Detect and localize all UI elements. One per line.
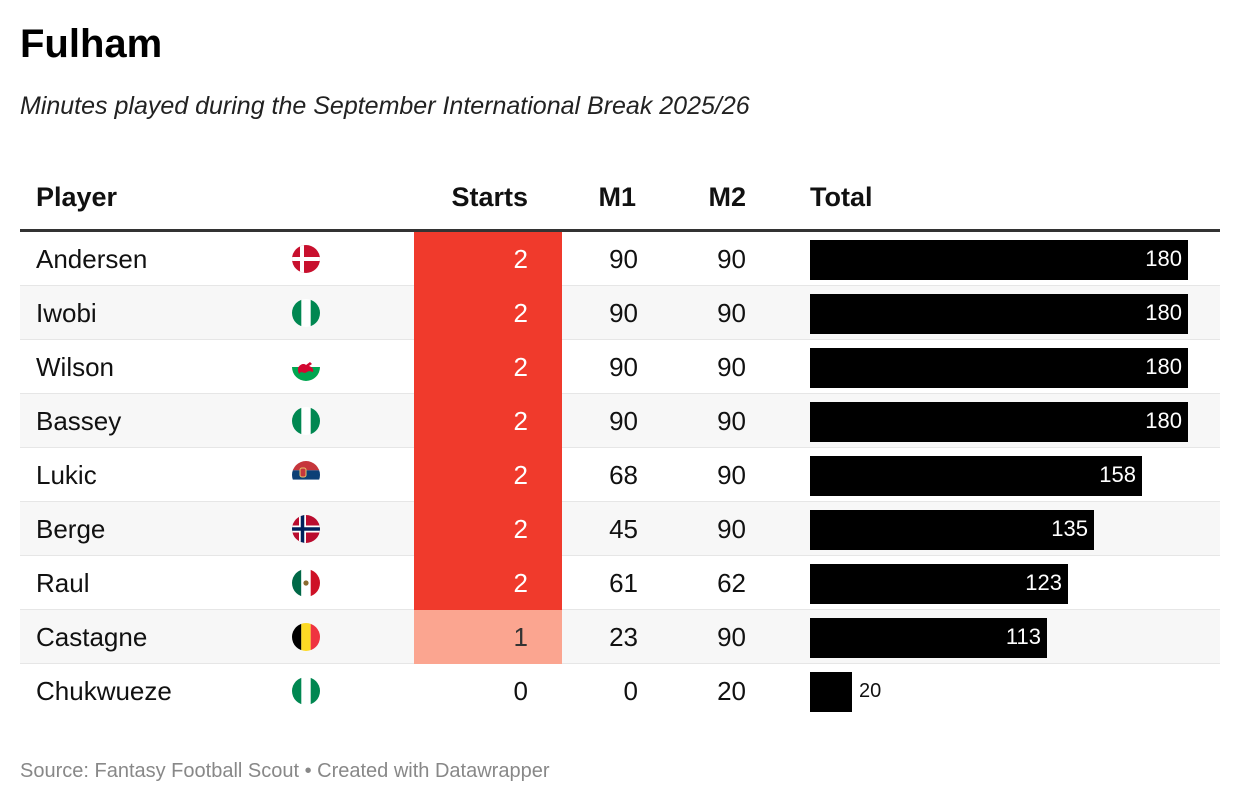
player-name: Castagne (36, 622, 148, 652)
m2-cell: 90 (717, 298, 746, 328)
player-name: Lukic (36, 460, 97, 490)
table-row: Berge 2 45 90 135 (20, 502, 1220, 556)
total-bar (810, 618, 1047, 658)
starts-cell: 1 (414, 610, 562, 664)
total-label: 113 (1005, 624, 1041, 649)
header-total: Total (810, 182, 873, 212)
m2-cell: 90 (717, 622, 746, 652)
m2-cell: 90 (717, 352, 746, 382)
m1-cell: 0 (623, 676, 638, 706)
total-bar (810, 240, 1188, 280)
header-m1: M1 (598, 182, 636, 212)
table-row: Raul 2 61 62 123 (20, 556, 1220, 610)
m2-cell: 62 (717, 568, 746, 598)
m1-cell: 90 (609, 298, 638, 328)
player-name: Berge (36, 514, 106, 544)
m2-cell: 90 (717, 460, 746, 490)
header-player: Player (36, 182, 118, 212)
m2-cell: 90 (717, 514, 746, 544)
total-bar (810, 348, 1188, 388)
total-label: 123 (1025, 570, 1062, 595)
total-label: 180 (1145, 354, 1182, 379)
source-note: Source: Fantasy Football Scout • Created… (20, 760, 550, 782)
starts-cell: 2 (414, 286, 562, 340)
m2-cell: 90 (717, 244, 746, 274)
m1-cell: 90 (609, 352, 638, 382)
table-row: Iwobi 2 90 90 180 (20, 286, 1220, 340)
starts-cell: 0 (414, 664, 562, 718)
player-name: Andersen (36, 244, 148, 274)
serbia-flag-icon (292, 461, 320, 489)
table-header: Player Starts M1 M2 Total (20, 170, 1220, 232)
m1-cell: 90 (609, 406, 638, 436)
m1-cell: 23 (609, 622, 638, 652)
chart-title: Fulham (20, 22, 163, 66)
m1-cell: 90 (609, 244, 638, 274)
total-bar (810, 672, 852, 712)
total-label: 158 (1099, 462, 1136, 487)
nigeria-flag-icon (292, 407, 320, 435)
m1-cell: 45 (609, 514, 638, 544)
table-row: Lukic 2 68 90 158 (20, 448, 1220, 502)
total-bar (810, 456, 1142, 496)
header-m2: M2 (708, 182, 746, 212)
header-starts: Starts (451, 182, 528, 212)
starts-cell: 2 (414, 340, 562, 394)
norway-flag-icon (292, 515, 320, 543)
player-name: Wilson (36, 352, 115, 382)
starts-cell: 2 (414, 502, 562, 556)
table-row: Bassey 2 90 90 180 (20, 394, 1220, 448)
total-bar (810, 402, 1188, 442)
player-name: Iwobi (36, 298, 97, 328)
minutes-table: Player Starts M1 M2 Total Andersen 2 90 90 1… (20, 170, 1220, 718)
total-bar (810, 510, 1094, 550)
mexico-flag-icon (292, 569, 320, 597)
m1-cell: 61 (609, 568, 638, 598)
starts-cell: 2 (414, 556, 562, 610)
starts-cell: 2 (414, 394, 562, 448)
player-name: Chukwueze (36, 676, 172, 706)
total-label: 180 (1145, 300, 1182, 325)
player-name: Bassey (36, 406, 122, 436)
table-row: Andersen 2 90 90 180 (20, 232, 1220, 286)
total-label: 135 (1051, 516, 1088, 541)
starts-cell: 2 (414, 232, 562, 286)
table-body: Andersen 2 90 90 180 Iwobi 2 90 90 180 Wilson 2 90 90… (20, 232, 1220, 718)
starts-cell: 2 (414, 448, 562, 502)
m2-cell: 90 (717, 406, 746, 436)
total-bar (810, 294, 1188, 334)
player-name: Raul (36, 568, 90, 598)
total-label: 180 (1145, 408, 1182, 433)
chart-subtitle: Minutes played during the September Inte… (20, 92, 750, 120)
table-row: Wilson 2 90 90 180 (20, 340, 1220, 394)
m1-cell: 68 (609, 460, 638, 490)
wales-flag-icon (292, 353, 320, 381)
table-row: Castagne 1 23 90 113 (20, 610, 1220, 664)
table-row: Chukwueze 0 0 20 20 (20, 664, 1220, 718)
nigeria-flag-icon (292, 677, 320, 705)
belgium-flag-icon (292, 623, 320, 651)
m2-cell: 20 (717, 676, 746, 706)
total-label: 20 (859, 680, 882, 702)
denmark-flag-icon (292, 245, 320, 273)
total-bar (810, 564, 1068, 604)
nigeria-flag-icon (292, 299, 320, 327)
total-label: 180 (1145, 246, 1182, 271)
